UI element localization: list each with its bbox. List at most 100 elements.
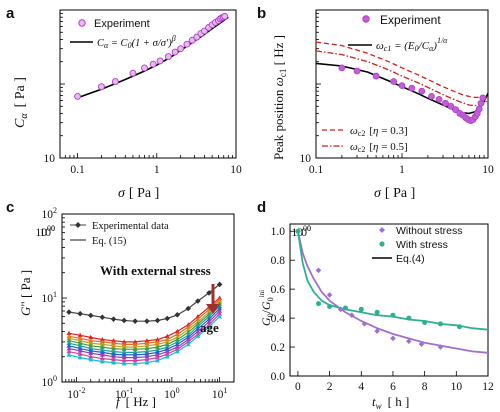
- x-tick-label: 6: [390, 381, 396, 393]
- data-point: [88, 348, 94, 353]
- data-point: [144, 360, 150, 365]
- data-point: [195, 328, 201, 334]
- data-point: [111, 354, 116, 359]
- data-point: [144, 343, 150, 348]
- data-point: [185, 329, 191, 335]
- data-point: [338, 64, 346, 72]
- data-point: [144, 354, 150, 359]
- legend-label: Without stress: [396, 225, 463, 237]
- data-point: [121, 339, 127, 344]
- data-point: [164, 339, 170, 344]
- y-tick-label: 100: [42, 374, 58, 389]
- x-tick-label: 10: [482, 164, 494, 176]
- legend-label: Experimental data: [92, 221, 169, 232]
- tick-group: 0 2 4 6 8 10 12 0.0 0.2 0.4 0.6 0.8 1.0: [271, 226, 494, 393]
- data-point: [217, 305, 223, 311]
- x-tick-label: 1: [154, 164, 160, 176]
- data-point: [390, 335, 396, 342]
- data-point: [185, 341, 191, 347]
- data-point: [206, 324, 212, 329]
- data-point: [66, 349, 72, 354]
- data-point: [221, 12, 229, 20]
- data-point: [144, 340, 150, 345]
- age-arrow-head: [206, 304, 220, 314]
- data-point: [144, 345, 150, 351]
- data-point: [174, 346, 180, 352]
- data-point: [129, 69, 137, 77]
- data-point: [195, 298, 201, 304]
- tick-exponent: -2: [79, 386, 86, 395]
- legend-marker: [78, 19, 86, 27]
- data-point: [435, 95, 443, 103]
- data-point: [155, 344, 160, 349]
- data-point: [88, 345, 94, 351]
- legend-marker: [379, 227, 385, 233]
- tick-exponent: 0: [176, 386, 180, 395]
- data-point: [188, 36, 196, 44]
- data-point: [66, 345, 72, 351]
- data-point: [132, 339, 138, 344]
- data-point: [206, 319, 212, 324]
- data-point: [121, 361, 127, 366]
- x-tick-label: 12: [482, 381, 494, 393]
- data-point: [111, 360, 116, 365]
- data-point: [353, 67, 361, 75]
- data-point: [164, 349, 170, 354]
- tick-exponent: 1: [53, 290, 57, 299]
- data-point: [479, 94, 487, 102]
- data-point: [185, 327, 191, 332]
- data-point: [398, 82, 406, 90]
- data-point: [174, 331, 180, 337]
- series-group: [66, 281, 223, 366]
- data-point: [121, 349, 127, 355]
- data-point: [132, 341, 138, 347]
- x-tick-label: 101: [212, 386, 228, 401]
- x-tick-label: 0: [295, 381, 301, 393]
- data-point: [111, 349, 116, 354]
- series-group: [315, 41, 489, 125]
- legend-marker: [362, 15, 370, 23]
- data-point: [77, 345, 83, 351]
- data-point: [156, 57, 164, 65]
- legend-label: Experiment: [94, 18, 150, 30]
- data-point: [164, 351, 170, 356]
- data-point: [155, 352, 160, 357]
- x-axis-title: tw[ h ]: [372, 394, 409, 411]
- tick-exponent: 0: [53, 374, 57, 383]
- data-point: [110, 316, 117, 322]
- legend-label: Eq. (15): [92, 236, 127, 247]
- x-tick-label: 10-2: [67, 386, 85, 401]
- data-point: [99, 347, 105, 352]
- data-point: [155, 357, 160, 363]
- legend: Without stress With stress Eq.(4): [372, 225, 463, 265]
- data-point: [132, 318, 138, 324]
- y-axis-title: Peak position ωc1 [ Hz ]: [271, 35, 288, 160]
- data-point: [217, 311, 223, 316]
- data-point: [99, 355, 105, 361]
- data-point: [164, 333, 170, 339]
- data-point: [66, 343, 72, 348]
- data-point: [121, 355, 127, 360]
- data-point: [206, 290, 212, 296]
- data-point: [88, 338, 94, 343]
- data-point: [390, 78, 398, 85]
- data-point: [66, 330, 72, 336]
- series-group: [295, 228, 489, 354]
- data-point: [154, 317, 161, 324]
- legend-marker: [75, 222, 81, 228]
- data-point: [155, 349, 160, 355]
- x-tick-label: 0.1: [70, 164, 85, 176]
- data-point: [406, 315, 412, 321]
- data-point: [216, 281, 223, 288]
- legend: Experimental data Eq. (15): [70, 221, 169, 247]
- panel-label-a: a: [6, 5, 15, 22]
- legend-marker: [379, 241, 385, 247]
- data-point: [418, 87, 426, 95]
- data-point: [121, 317, 127, 324]
- data-point: [447, 102, 455, 110]
- y-axis-title: G0/G0ini: [258, 290, 275, 326]
- data-point: [348, 312, 355, 318]
- fit-line: [297, 231, 489, 354]
